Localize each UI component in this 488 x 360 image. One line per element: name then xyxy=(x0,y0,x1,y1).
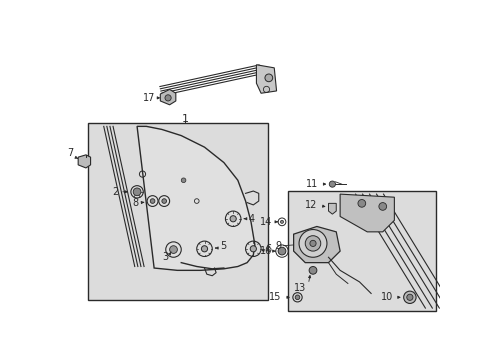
Circle shape xyxy=(278,247,285,255)
Bar xyxy=(88,122,267,300)
Circle shape xyxy=(181,178,185,183)
Text: 2: 2 xyxy=(112,187,118,197)
Polygon shape xyxy=(340,194,393,232)
Polygon shape xyxy=(137,126,254,270)
Circle shape xyxy=(201,246,207,252)
Circle shape xyxy=(406,294,412,300)
Circle shape xyxy=(378,203,386,210)
Text: 17: 17 xyxy=(143,93,155,103)
Text: 1: 1 xyxy=(181,114,188,123)
Circle shape xyxy=(328,181,335,187)
Text: 9: 9 xyxy=(275,241,281,251)
Text: 10: 10 xyxy=(380,292,392,302)
Circle shape xyxy=(280,220,283,223)
Circle shape xyxy=(295,295,299,300)
Circle shape xyxy=(403,291,415,303)
Circle shape xyxy=(230,216,236,222)
Circle shape xyxy=(299,230,326,257)
Circle shape xyxy=(164,95,171,101)
Polygon shape xyxy=(160,89,176,105)
Circle shape xyxy=(169,246,177,253)
Polygon shape xyxy=(328,203,336,214)
Circle shape xyxy=(308,266,316,274)
Text: 5: 5 xyxy=(220,242,226,252)
Text: 14: 14 xyxy=(259,217,271,227)
Text: 6: 6 xyxy=(264,244,270,254)
Text: 8: 8 xyxy=(132,198,138,208)
Text: 12: 12 xyxy=(304,200,316,210)
Text: 4: 4 xyxy=(248,214,254,224)
Circle shape xyxy=(357,199,365,207)
Text: 11: 11 xyxy=(305,179,318,189)
Text: 16: 16 xyxy=(259,246,271,256)
Circle shape xyxy=(264,74,272,82)
Polygon shape xyxy=(293,226,340,263)
Circle shape xyxy=(150,199,155,203)
Text: 15: 15 xyxy=(268,292,281,302)
Text: 7: 7 xyxy=(67,148,73,158)
Circle shape xyxy=(162,199,166,203)
Polygon shape xyxy=(256,65,276,93)
Circle shape xyxy=(309,240,315,247)
Circle shape xyxy=(133,188,141,195)
Text: 3: 3 xyxy=(162,252,168,262)
Circle shape xyxy=(305,236,320,251)
Polygon shape xyxy=(78,155,90,168)
Circle shape xyxy=(250,246,256,252)
Bar xyxy=(287,191,435,311)
Text: 13: 13 xyxy=(293,283,305,293)
